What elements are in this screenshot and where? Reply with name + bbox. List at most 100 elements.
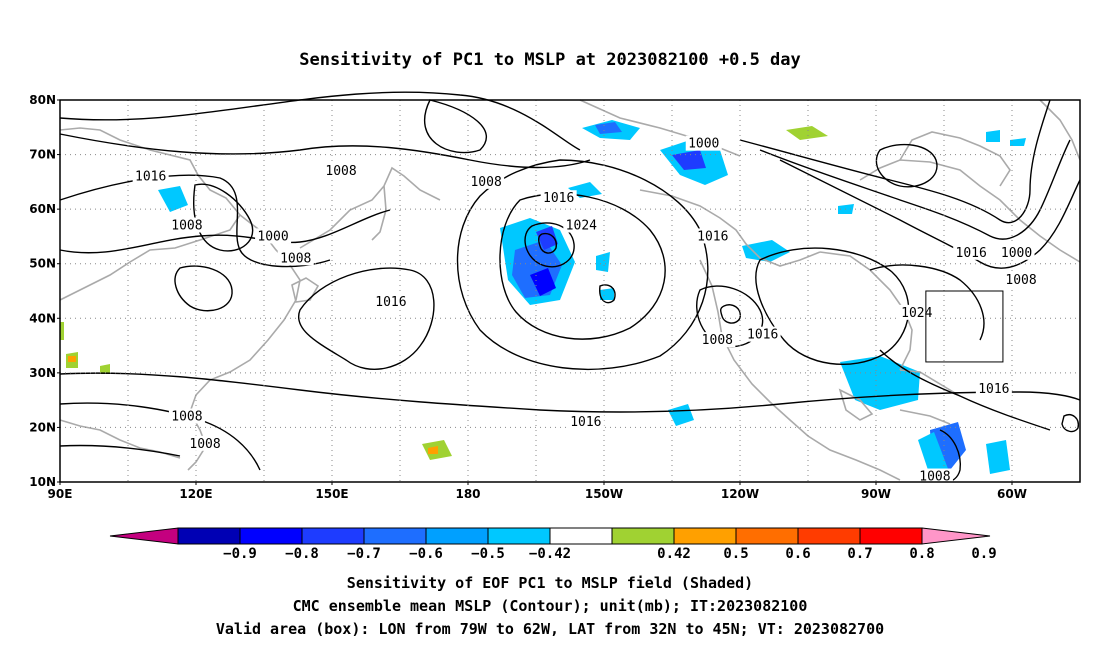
latitude-label: 70N [29,148,56,162]
coastline [291,277,320,303]
coastline [899,131,1011,187]
sensitivity-patch [986,440,1010,474]
contour-label: 1016 [135,169,166,184]
contour-label: 1000 [257,229,288,244]
contour-label: 1016 [697,229,728,244]
colorbar-label: 0.9 [971,546,996,562]
sensitivity-patch [68,356,76,362]
mslp-contour [869,264,985,341]
coastline [699,259,901,481]
sensitivity-patch [596,252,610,272]
colorbar-label: −0.5 [471,546,505,562]
contour-label: 1008 [919,470,950,485]
mslp-contour [1061,414,1079,433]
contour-label: 1008 [171,410,202,425]
latitude-label: 30N [29,366,56,380]
contour-label: 1008 [325,164,356,179]
latitude-label: 40N [29,311,56,325]
coastline [859,159,1081,263]
contour-label: 1024 [901,306,932,321]
mslp-contour [739,99,1051,224]
colorbar-label: −0.42 [529,546,571,562]
colorbar-label: −0.7 [347,546,381,562]
colorbar-segment [239,527,303,545]
mslp-contour [59,444,181,457]
mslp-contour [759,139,1071,240]
mslp-contours [59,91,1081,483]
latitude-labels: 80N 70N 60N 50N 40N 30N 20N 10N [29,93,60,489]
coastline [639,189,821,267]
caption-contour: CMC ensemble mean MSLP (Contour); unit(m… [292,597,808,615]
colorbar-label: −0.8 [285,546,319,562]
map-title: Sensitivity of PC1 to MSLP at 2023082100… [299,50,801,70]
colorbar-segment [859,527,923,545]
coastline [1039,99,1081,161]
contour-label: 1016 [956,246,987,261]
coastline [299,166,441,249]
mslp-contour [174,265,233,312]
mslp-contour [719,304,741,324]
colorbar-label: 0.7 [847,546,872,562]
coastline [59,127,241,301]
colorbar-segment [735,527,799,545]
latitude-label: 50N [29,257,56,271]
mslp-contour [875,143,938,188]
mslp-contour [59,133,591,169]
caption-shaded: Sensitivity of EOF PC1 to MSLP field (Sh… [346,574,754,592]
coastline [838,388,874,421]
sensitivity-patch [158,186,188,212]
longitude-label: 90E [48,487,73,501]
contour-label: 1016 [978,382,1009,397]
colorbar-high-triangle [921,527,991,545]
longitude-label: 150W [585,487,623,501]
colorbar: −0.9 −0.8 −0.7 −0.6 −0.5 −0.42 0.42 0.5 0.6 0.7 0.… [109,527,997,562]
sensitivity-patch [918,432,950,476]
latitude-label: 20N [29,420,56,434]
mslp-contour [779,159,1081,269]
sensitivity-shading [60,120,1026,476]
sensitivity-map: 1016 1008 1008 1000 1008 1000 1008 1016 1024 1016… [29,91,1081,562]
coastline [819,251,913,371]
colorbar-label: −0.6 [409,546,443,562]
valid-area-rect [925,290,1004,363]
mslp-contour [59,402,261,471]
caption-valid-area: Valid area (box): LON from 79W to 62W, L… [215,620,885,638]
contour-label: 1024 [566,219,597,234]
coastlines [59,99,1081,481]
contour-label: 1008 [171,219,202,234]
colorbar-label: −0.9 [223,546,257,562]
contour-label: 1016 [747,328,778,343]
mslp-contour [59,209,391,254]
contour-label: 1008 [470,175,501,190]
colorbar-segment [487,527,551,545]
sensitivity-patch [60,322,64,340]
coastline [371,185,387,241]
sensitivity-patch [100,364,110,374]
contour-label: 1016 [543,191,574,206]
mslp-contour [297,267,435,370]
colorbar-segment [301,527,365,545]
longitude-label: 60W [997,487,1027,501]
colorbar-label: 0.5 [723,546,748,562]
longitude-labels: 90E 120E 150E 180 150W 120W 90W 60W [48,482,1027,501]
latitude-label: 10N [29,475,56,489]
contour-label: 1008 [702,333,733,348]
colorbar-segment [673,527,737,545]
sensitivity-patch [986,130,1000,142]
colorbar-segment [425,527,489,545]
contour-labels: 1016 1008 1008 1000 1008 1000 1008 1016 1024 1016… [132,135,1040,485]
colorbar-segment [797,527,861,545]
colorbar-segment [549,527,613,545]
longitude-label: 120E [179,487,212,501]
sensitivity-patch [786,126,828,140]
map-frame [59,99,1081,483]
colorbar-label: 0.6 [785,546,810,562]
contour-label: 1008 [280,251,311,266]
longitude-label: 120W [721,487,759,501]
latitude-label: 60N [29,202,56,216]
contour-label: 1000 [1001,246,1032,261]
mslp-contour [59,91,581,151]
contour-label: 1016 [375,295,406,310]
sensitivity-patch [428,446,438,454]
colorbar-label: 0.8 [909,546,934,562]
